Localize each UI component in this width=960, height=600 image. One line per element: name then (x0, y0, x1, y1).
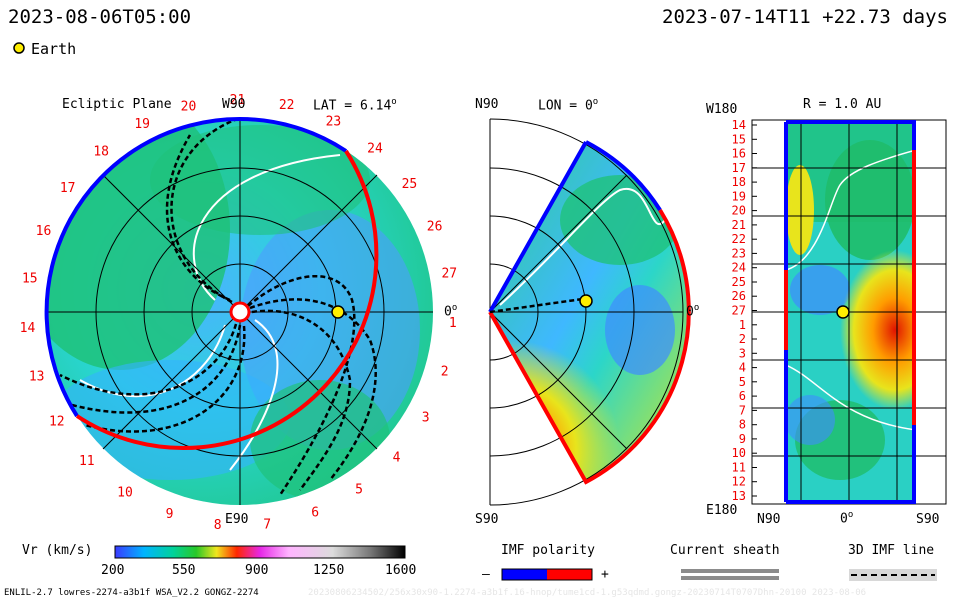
earth-marker-radial (836, 305, 850, 319)
carrington-tick-2: 2 (441, 365, 449, 380)
carrington-tick-8: 8 (214, 518, 222, 533)
radial-row-label-15: 15 (732, 132, 746, 146)
meridional-bottom-label: S90 (475, 512, 499, 527)
vr-tick-200: 200 (101, 563, 125, 578)
ecliptic-right-label: 0o (444, 303, 458, 320)
left-datetime: 2023-08-06T05:00 (8, 6, 192, 28)
radial-x-mid-label: 0o (840, 510, 854, 527)
carrington-tick-20: 20 (181, 99, 197, 114)
radial-row-label-4: 4 (739, 361, 746, 375)
radial-row-label-22: 22 (732, 232, 746, 246)
carrington-tick-7: 7 (263, 517, 271, 532)
radial-row-label-25: 25 (732, 275, 746, 289)
imf-plus-label: + (601, 567, 609, 582)
imf-negative-swatch (502, 569, 547, 580)
imf-minus-label: – (482, 567, 490, 582)
current-sheath-swatch (681, 569, 779, 580)
carrington-tick-15: 15 (22, 272, 38, 287)
carrington-tick-27: 27 (441, 267, 457, 282)
right-datetime: 2023-07-14T11 +22.73 days (662, 6, 948, 28)
radial-row-label-11: 11 (732, 461, 746, 475)
radial-row-label-21: 21 (732, 218, 746, 232)
earth-marker-meridional (579, 294, 593, 308)
radial-row-label-16: 16 (732, 147, 746, 161)
radial-row-label-18: 18 (732, 175, 746, 189)
meridional-lon-label: LON = 0o (538, 97, 599, 114)
ecliptic-lat-label: LAT = 6.14o (313, 97, 397, 114)
current-sheath-label: Current sheath (670, 543, 780, 558)
run-id-footer: 20230806234502/256x30x90-1.2274-a3b1f.16… (308, 588, 867, 598)
carrington-tick-9: 9 (166, 507, 174, 522)
radial-row-label-17: 17 (732, 161, 746, 175)
ecliptic-title: Ecliptic Plane (62, 97, 172, 112)
meridional-right-label: 0o (686, 303, 700, 320)
imf-positive-swatch (547, 569, 592, 580)
radial-row-label-6: 6 (739, 389, 746, 403)
radial-row-label-12: 12 (732, 475, 746, 489)
radial-panel (751, 119, 947, 505)
radial-row-label-7: 7 (739, 403, 746, 417)
radial-row-label-3: 3 (739, 346, 746, 360)
carrington-tick-16: 16 (36, 224, 52, 239)
radial-top-left-label: W180 (706, 102, 738, 117)
radial-bottom-left-label: E180 (706, 503, 738, 518)
legend-graphics (13, 42, 937, 581)
carrington-tick-6: 6 (311, 505, 319, 520)
radial-row-label-26: 26 (732, 289, 746, 303)
carrington-tick-11: 11 (79, 454, 95, 469)
vr-colorbar (114, 545, 406, 559)
model-info-footer: ENLIL-2.7 lowres-2274-a3b1f WSA_V2.2 GON… (4, 588, 259, 598)
radial-row-label-20: 20 (732, 204, 746, 218)
ecliptic-plane-panel (44, 116, 433, 505)
radial-row-label-13: 13 (732, 489, 746, 503)
vr-tick-1600: 1600 (385, 563, 417, 578)
imf-line-swatch (849, 569, 937, 581)
carrington-tick-22: 22 (279, 98, 295, 113)
radial-row-label-8: 8 (739, 418, 746, 432)
radial-row-label-5: 5 (739, 375, 746, 389)
radial-row-label-10: 10 (732, 446, 746, 460)
radial-row-label-14: 14 (732, 118, 746, 132)
carrington-tick-17: 17 (60, 181, 76, 196)
vr-tick-550: 550 (172, 563, 196, 578)
carrington-tick-18: 18 (93, 144, 109, 159)
radial-row-label-24: 24 (732, 261, 746, 275)
radial-row-label-9: 9 (739, 432, 746, 446)
earth-marker (331, 305, 345, 319)
carrington-tick-26: 26 (427, 219, 443, 234)
meridional-top-label: N90 (475, 97, 499, 112)
carrington-tick-23: 23 (326, 115, 342, 130)
carrington-tick-5: 5 (355, 483, 363, 498)
carrington-tick-13: 13 (29, 370, 45, 385)
carrington-tick-1: 1 (449, 316, 457, 331)
radial-x-right-label: S90 (916, 512, 940, 527)
ecliptic-top-label: W90 (222, 97, 246, 112)
meridional-panel (488, 118, 691, 506)
carrington-tick-25: 25 (402, 177, 418, 192)
carrington-tick-24: 24 (367, 141, 383, 156)
imf-polarity-label: IMF polarity (501, 543, 595, 558)
radial-row-label-23: 23 (732, 246, 746, 260)
radial-row-label-19: 19 (732, 189, 746, 203)
radial-row-label-27: 27 (732, 304, 746, 318)
carrington-tick-14: 14 (20, 321, 36, 336)
carrington-tick-12: 12 (49, 415, 65, 430)
carrington-tick-10: 10 (117, 485, 133, 500)
radial-title: R = 1.0 AU (803, 97, 882, 112)
imf-line-label: 3D IMF line (848, 543, 935, 558)
carrington-tick-4: 4 (393, 450, 401, 465)
radial-row-label-2: 2 (739, 332, 746, 346)
ecliptic-bottom-label: E90 (225, 512, 249, 527)
vr-tick-1250: 1250 (313, 563, 345, 578)
radial-x-left-label: N90 (757, 512, 781, 527)
carrington-tick-21: 21 (230, 93, 246, 108)
carrington-tick-3: 3 (422, 410, 430, 425)
carrington-tick-19: 19 (134, 117, 150, 132)
radial-row-label-1: 1 (739, 318, 746, 332)
vr-label: Vr (km/s) (22, 543, 93, 558)
vr-tick-900: 900 (245, 563, 269, 578)
earth-legend-label: Earth (31, 40, 77, 58)
